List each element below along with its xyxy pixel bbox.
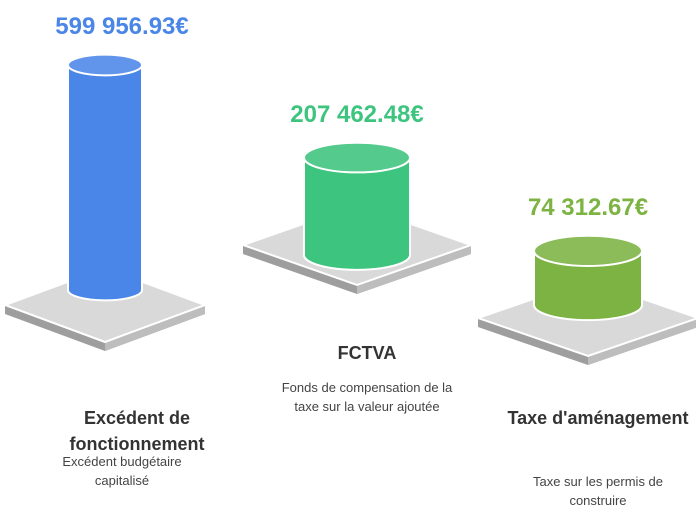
- cylinder: [68, 65, 142, 290]
- category-title: Taxe d'aménagement: [507, 408, 689, 428]
- platform-side: [105, 305, 205, 351]
- cylinder: [304, 157, 410, 255]
- cylinder-top: [303, 141, 411, 174]
- platform-side: [357, 245, 471, 294]
- category-description: Taxe sur les permis de construire: [532, 474, 664, 508]
- value-label: 207 462.48€: [290, 100, 424, 128]
- platform-side: [588, 318, 696, 365]
- category-title: FCTVA: [337, 343, 397, 363]
- category-description: Excédent budgétaire capitalisé: [62, 454, 182, 488]
- value-label: 74 312.67€: [527, 193, 649, 221]
- cylinder-top: [67, 53, 143, 77]
- category-title: Excédent de fonctionnement: [69, 408, 205, 454]
- value-label: 599 956.93€: [55, 12, 189, 40]
- category-description: Fonds de compensation de la taxe sur la …: [281, 380, 453, 414]
- cylinder-top: [533, 234, 643, 267]
